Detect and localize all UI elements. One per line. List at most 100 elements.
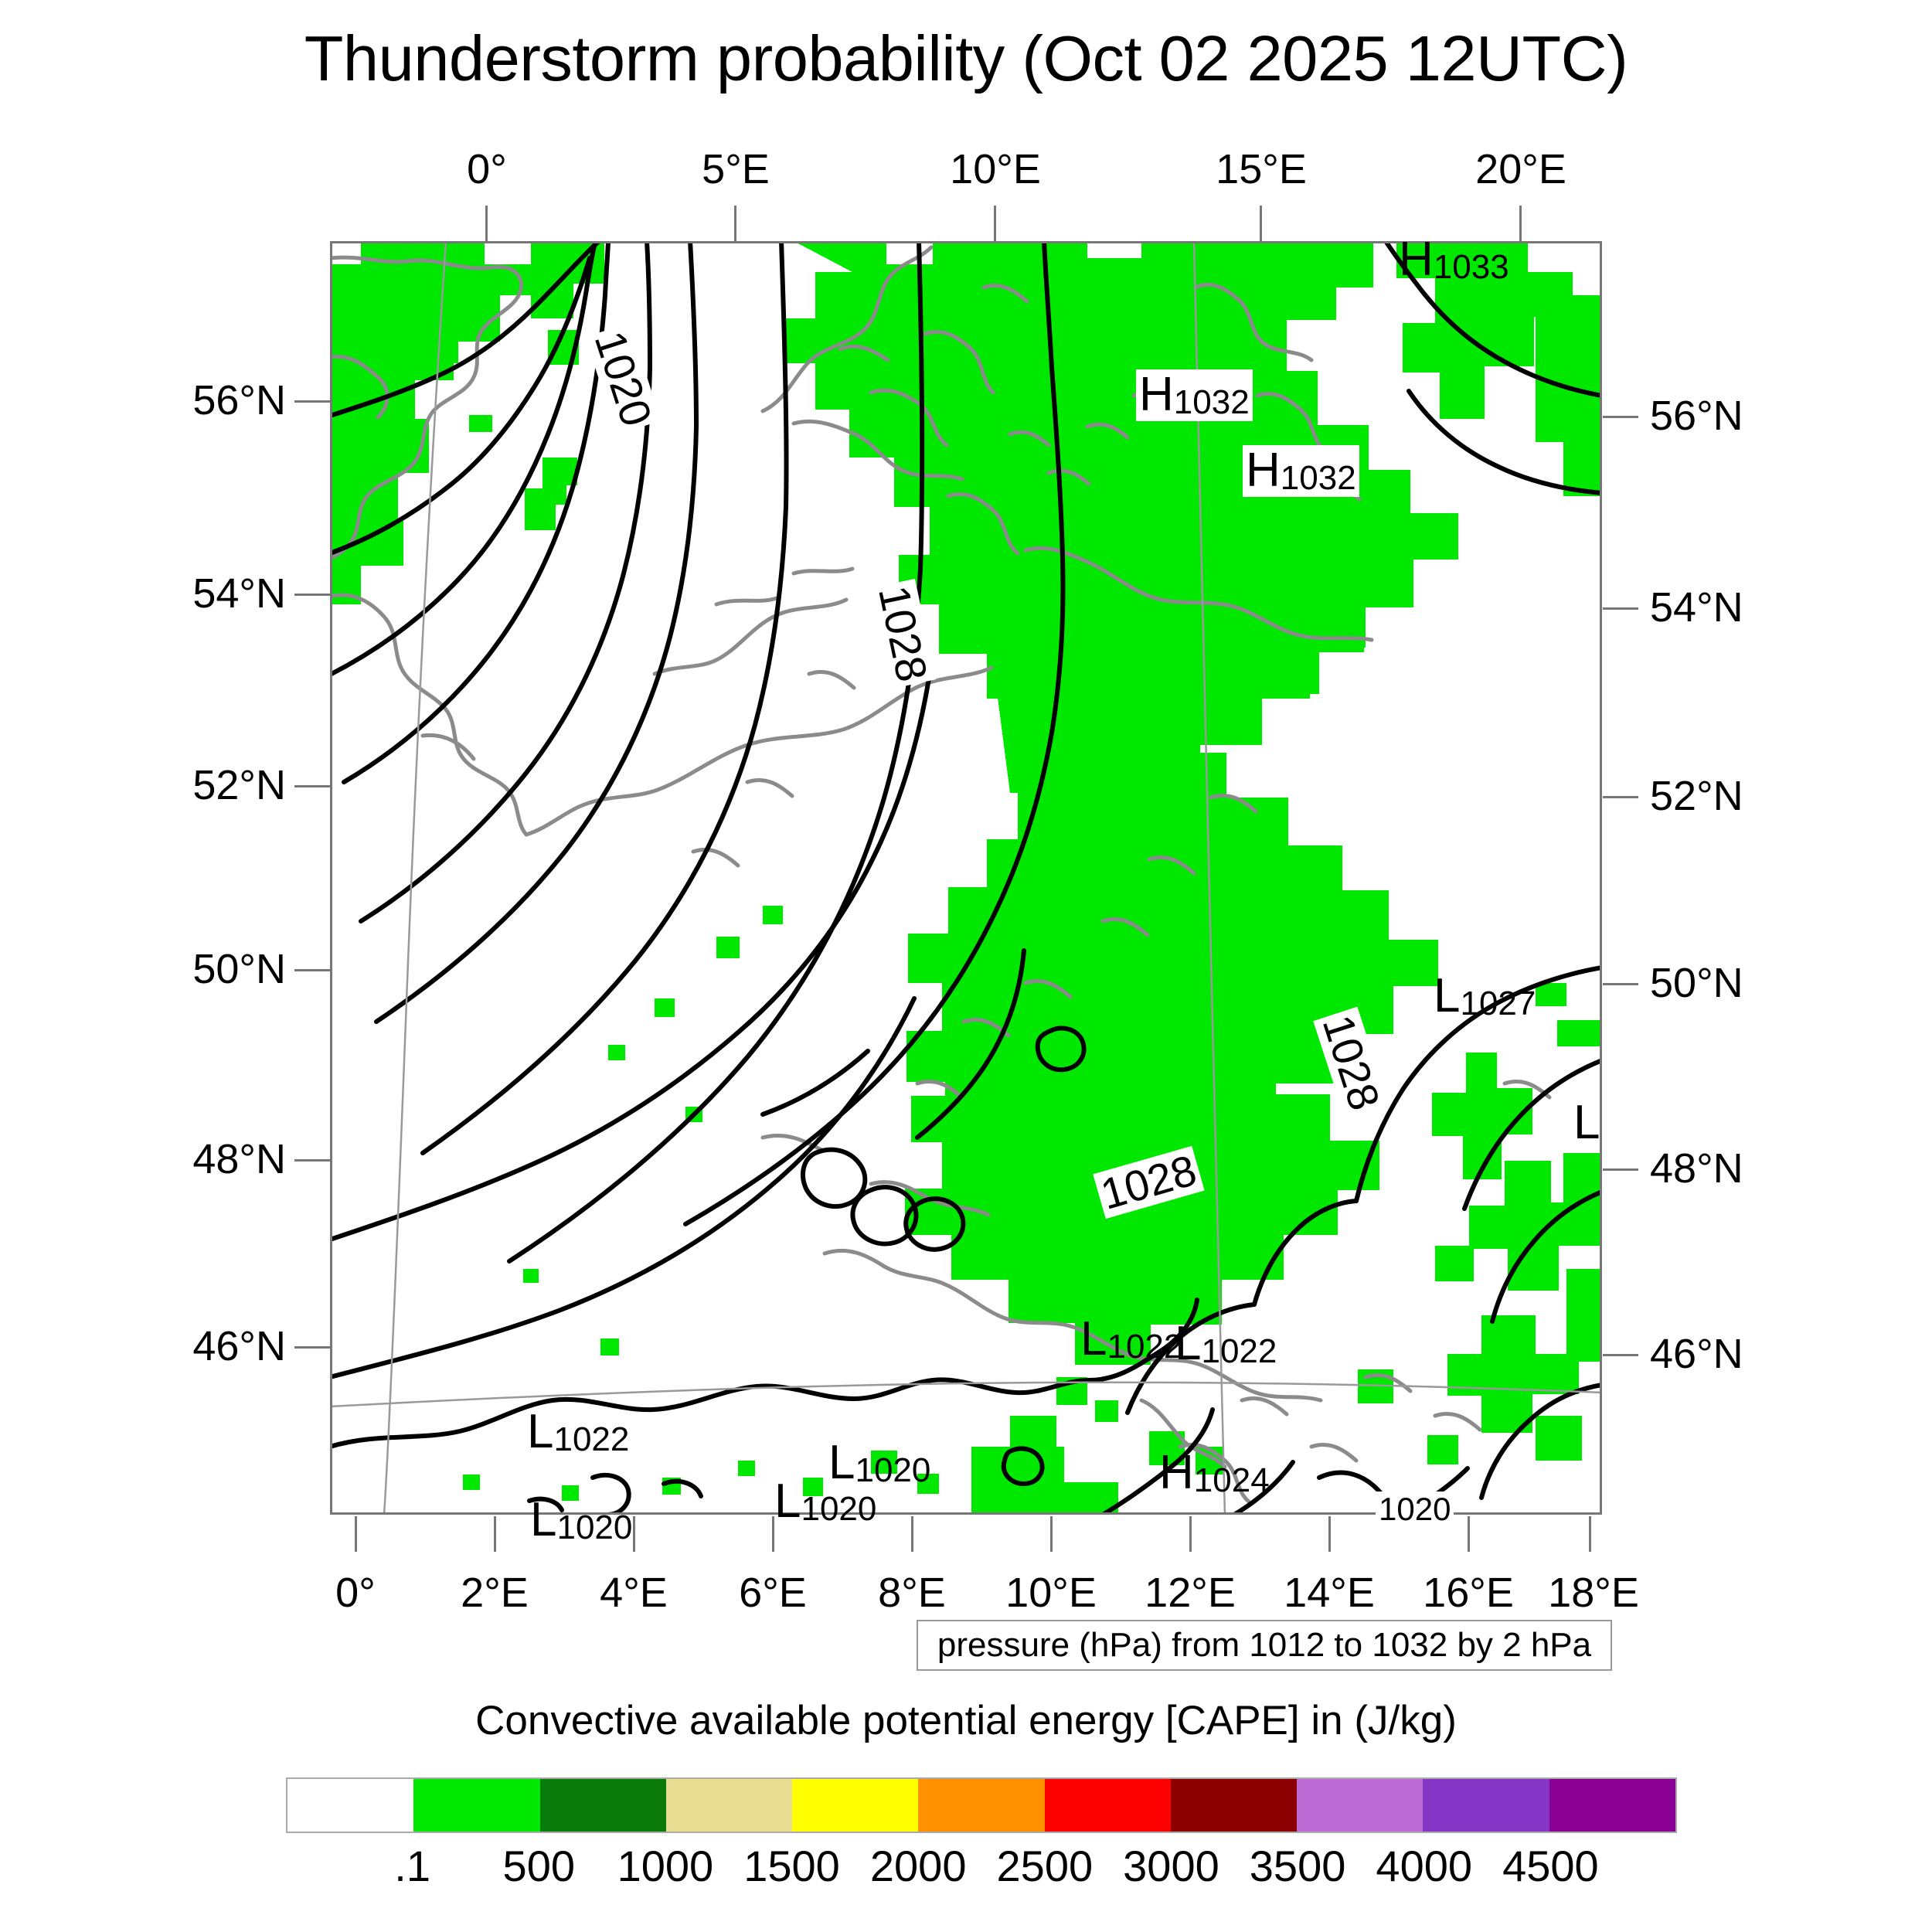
lat-label-right-3: 50°N: [1650, 960, 1743, 1006]
lat-label-left-1: 54°N: [192, 570, 286, 617]
colorbar-cell-7[interactable]: [1170, 1779, 1298, 1832]
tick-left-3: [294, 969, 330, 971]
pressure-value: 1022: [1201, 1332, 1277, 1370]
colorbar-tick-2: 1000: [617, 1842, 714, 1890]
pressure-value: 1027: [1460, 985, 1536, 1022]
tick-left-4: [294, 1159, 330, 1162]
tick-bot-3: [772, 1516, 774, 1552]
colorbar-tick-8: 4000: [1376, 1842, 1473, 1890]
colorbar-cell-10[interactable]: [1549, 1779, 1675, 1832]
lon-label-bot-7: 14°E: [1284, 1570, 1375, 1616]
low-pressure-icon: L: [774, 1475, 801, 1528]
pressure-center-l-1020-a: L1020: [828, 1439, 930, 1488]
tick-top-1: [734, 206, 736, 241]
lon-label-top-2: 10°E: [950, 146, 1041, 192]
low-pressure-icon: L: [1080, 1312, 1107, 1366]
graticule: [330, 241, 1602, 1515]
cape-shading: [330, 241, 1602, 1515]
low-pressure-icon: L: [1573, 1096, 1600, 1149]
low-pressure-icon: L: [527, 1405, 554, 1458]
lat-label-right-1: 54°N: [1650, 584, 1743, 631]
tick-right-4: [1603, 1168, 1638, 1171]
lon-label-bot-5: 10°E: [1005, 1570, 1097, 1616]
tick-bot-0: [355, 1516, 357, 1552]
tick-bot-1: [494, 1516, 496, 1552]
colorbar-cell-9[interactable]: [1423, 1779, 1549, 1832]
pressure-value: 1032: [1280, 459, 1356, 497]
lon-label-bot-1: 2°E: [461, 1570, 529, 1616]
pressure-center-h-1033: H1033: [1399, 236, 1509, 284]
high-pressure-icon: H: [1139, 368, 1174, 421]
colorbar-tick-6: 3000: [1123, 1842, 1219, 1890]
pressure-center-h-1024: H1024: [1159, 1449, 1270, 1498]
colorbar-cell-6[interactable]: [1044, 1779, 1171, 1832]
low-pressure-icon: L: [828, 1436, 855, 1489]
tick-bot-7: [1328, 1516, 1331, 1552]
lat-label-left-3: 50°N: [192, 946, 286, 992]
colorbar-cell-0[interactable]: [287, 1779, 414, 1832]
map-svg: [330, 241, 1602, 1515]
contour-label-1020-se: 1020: [1376, 1492, 1454, 1527]
pressure-center-h-1032-a: H1032: [1136, 369, 1253, 421]
lat-label-right-0: 56°N: [1650, 393, 1743, 439]
pressure-center-l-1022-c: L1022: [527, 1408, 629, 1457]
low-pressure-icon: L: [1434, 969, 1461, 1022]
lat-label-left-2: 52°N: [192, 762, 286, 808]
pressure-value: 1024: [1193, 1461, 1270, 1499]
lon-label-bot-8: 16°E: [1423, 1570, 1514, 1616]
pressure-value: 1033: [1433, 248, 1509, 286]
tick-right-5: [1603, 1354, 1638, 1356]
pressure-center-l-edge: L: [1573, 1099, 1600, 1148]
colorbar-tick-7: 3500: [1249, 1842, 1346, 1890]
colorbar-cell-3[interactable]: [665, 1779, 793, 1832]
pressure-value: 1020: [855, 1451, 931, 1489]
lon-label-bot-2: 4°E: [600, 1570, 668, 1616]
page-title: Thunderstorm probability (Oct 02 2025 12…: [304, 22, 1628, 94]
map-canvas[interactable]: [330, 241, 1602, 1515]
lon-label-bot-6: 12°E: [1145, 1570, 1236, 1616]
lon-label-top-3: 15°E: [1216, 146, 1307, 192]
low-pressure-icon: L: [1175, 1317, 1202, 1370]
pressure-center-l-1027: L1027: [1434, 972, 1536, 1021]
lon-label-bot-4: 8°E: [878, 1570, 946, 1616]
colorbar-cell-1[interactable]: [413, 1779, 540, 1832]
tick-bot-9: [1589, 1516, 1591, 1552]
colorbar-cell-5[interactable]: [918, 1779, 1045, 1832]
tick-bot-2: [633, 1516, 635, 1552]
colorbar-cell-4[interactable]: [792, 1779, 919, 1832]
colorbar-tick-4: 2000: [869, 1842, 967, 1890]
colorbar-cell-2[interactable]: [539, 1779, 666, 1832]
tick-bot-8: [1468, 1516, 1470, 1552]
lon-label-bot-0: 0°: [335, 1570, 376, 1616]
colorbar-tick-0: .1: [394, 1842, 430, 1890]
tick-left-0: [294, 400, 330, 403]
lat-label-right-4: 48°N: [1650, 1145, 1743, 1192]
tick-bot-4: [911, 1516, 913, 1552]
lat-label-left-5: 46°N: [192, 1323, 286, 1369]
pressure-center-l-1022-a: L1022: [1080, 1315, 1182, 1364]
pressure-value: 1020: [801, 1490, 877, 1528]
tick-left-5: [294, 1346, 330, 1349]
pressure-center-l-1020-c: L1020: [530, 1496, 632, 1545]
pressure-center-l-1022-b: L1022: [1175, 1320, 1277, 1369]
lon-label-top-1: 5°E: [702, 146, 770, 192]
tick-top-4: [1519, 206, 1522, 241]
colorbar-cell-8[interactable]: [1297, 1779, 1423, 1832]
pressure-center-h-1032-b: H1032: [1243, 445, 1359, 497]
high-pressure-icon: H: [1159, 1446, 1194, 1499]
tick-left-1: [294, 594, 330, 596]
lat-label-right-5: 46°N: [1650, 1331, 1743, 1377]
cape-colorbar[interactable]: [286, 1777, 1677, 1833]
colorbar-tick-9: 4500: [1502, 1842, 1599, 1890]
pressure-value: 1020: [556, 1509, 633, 1546]
tick-right-3: [1603, 983, 1638, 985]
tick-top-3: [1260, 206, 1262, 241]
lon-label-top-4: 20°E: [1475, 146, 1566, 192]
low-pressure-icon: L: [530, 1493, 557, 1546]
tick-top-0: [485, 206, 488, 241]
lat-label-right-2: 52°N: [1650, 773, 1743, 819]
high-pressure-icon: H: [1246, 444, 1281, 497]
tick-left-2: [294, 785, 330, 787]
pressure-value: 1032: [1173, 383, 1250, 421]
